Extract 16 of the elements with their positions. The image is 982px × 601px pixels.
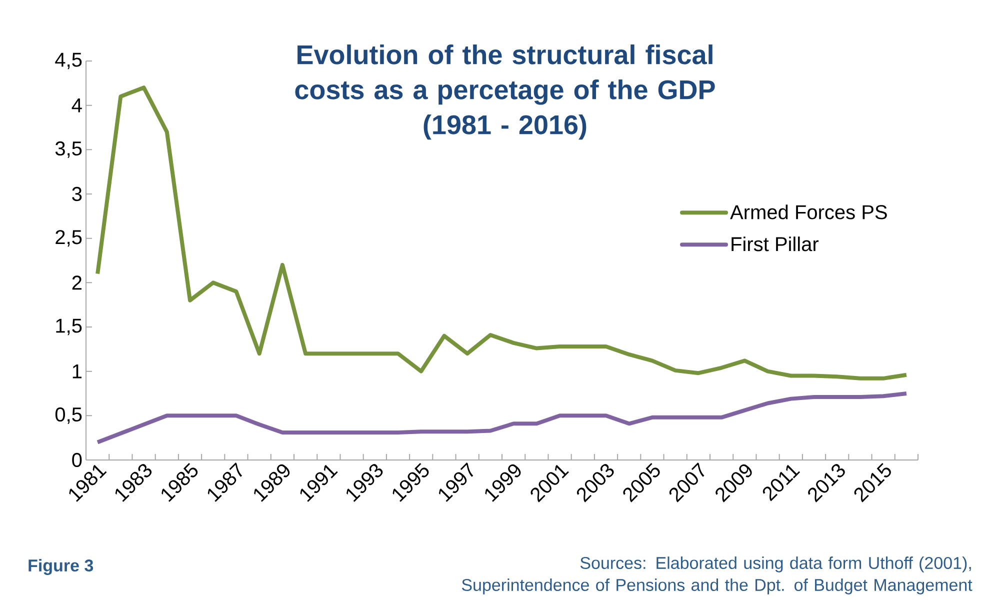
y-tick-label: 3 <box>72 186 82 202</box>
legend-label: First Pillar <box>732 236 819 252</box>
y-tick-label: 2,5 <box>56 230 82 247</box>
chart-title: Evolution of the structural fiscal costs as a percetage of the GDP <box>295 44 715 105</box>
y-tick-label: 4 <box>72 98 82 112</box>
source-note: Sources: Elaborated using data form Uthoff (2001), Superintendence of Pensions and the Dpt. of Budget Management <box>462 556 972 594</box>
y-tick-label: 1 <box>72 364 82 378</box>
y-tick-label: 4,5 <box>55 52 82 70</box>
caption: Figure 3 <box>28 559 94 575</box>
y-tick-label: 1,5 <box>56 318 82 336</box>
y-tick-label: 3,5 <box>55 141 82 158</box>
text: (1981 - 2016) <box>424 114 586 140</box>
y-tick-label: 0,5 <box>55 407 82 424</box>
y-tick-label: 2 <box>72 276 82 290</box>
legend-label: Armed Forces PS <box>730 204 887 220</box>
y-tick-label: 0 <box>72 452 82 468</box>
